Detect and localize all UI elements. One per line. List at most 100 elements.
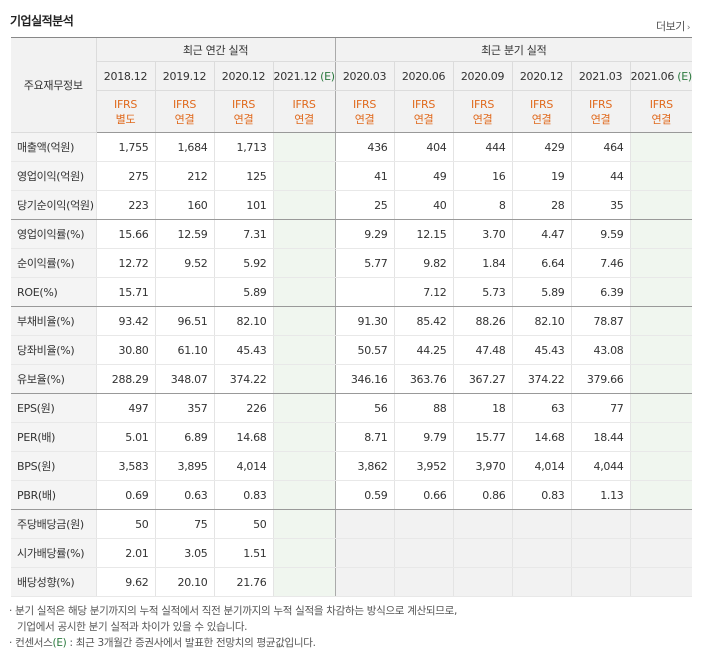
table-cell: 0.69 (95, 480, 155, 510)
table-cell: 497 (95, 393, 155, 423)
period-header: 2018.12 (95, 61, 155, 91)
table-cell: 404 (393, 132, 454, 162)
table-cell: 41 (334, 161, 395, 191)
table-cell: 4,014 (213, 451, 273, 481)
table-cell (570, 509, 631, 539)
table-cell: 12.72 (95, 248, 155, 278)
table-cell: 429 (511, 132, 572, 162)
table-cell (452, 567, 513, 597)
table-row: 순이익률(%) 12.72 9.52 5.92 5.77 9.82 1.84 6.64 7.46 (11, 248, 693, 278)
period-header: 2019.12 (154, 61, 214, 91)
table-cell (334, 277, 395, 307)
table-cell (334, 509, 395, 539)
table-cell (629, 364, 693, 394)
table-cell: 25 (334, 190, 395, 220)
table-cell: 88.26 (452, 306, 513, 336)
table-cell: 12.15 (393, 219, 454, 249)
table-cell: 12.59 (154, 219, 214, 249)
table-cell (272, 393, 336, 423)
table-cell: 5.89 (511, 277, 572, 307)
table-cell (511, 538, 572, 568)
table-cell: 35 (570, 190, 631, 220)
table-cell: 77 (570, 393, 631, 423)
more-label: 더보기 (656, 20, 685, 33)
row-label: 당좌비율(%) (11, 335, 96, 365)
table-row: 유보율(%) 288.29 348.07 374.22 346.16 363.76 367.… (11, 364, 693, 394)
row-label: 시가배당률(%) (11, 538, 96, 568)
table-cell: 56 (334, 393, 395, 423)
table-cell: 8 (452, 190, 513, 220)
table-cell (154, 277, 214, 307)
table-cell: 82.10 (213, 306, 273, 336)
table-cell (511, 567, 572, 597)
table-cell (629, 393, 693, 423)
table-cell (570, 567, 631, 597)
table-cell: 82.10 (511, 306, 572, 336)
table-cell (629, 277, 693, 307)
table-cell: 101 (213, 190, 273, 220)
table-cell (272, 538, 336, 568)
table-cell: 63 (511, 393, 572, 423)
table-cell (629, 538, 693, 568)
table-cell: 9.79 (393, 422, 454, 452)
table-cell: 19 (511, 161, 572, 191)
table-cell: 363.76 (393, 364, 454, 394)
table-cell: 45.43 (213, 335, 273, 365)
more-link[interactable]: 더보기 › (656, 18, 691, 34)
table-cell: 6.39 (570, 277, 631, 307)
table-cell: 367.27 (452, 364, 513, 394)
table-row: PBR(배) 0.69 0.63 0.83 0.59 0.66 0.86 0.83 1.13 (11, 480, 693, 510)
table-cell (272, 277, 336, 307)
table-cell (272, 364, 336, 394)
footnote-2: · 컨센서스(E) : 최근 3개월간 증권사에서 발표한 전망치의 평균값입니… (9, 637, 316, 649)
table-cell (629, 480, 693, 510)
row-label: 순이익률(%) (11, 248, 96, 278)
period-header: 2021.03 (570, 61, 631, 91)
period-header: 2020.12 (511, 61, 572, 91)
table-cell: 288.29 (95, 364, 155, 394)
table-cell (570, 538, 631, 568)
table-cell (629, 509, 693, 539)
basis-header: IFRS 별도 (95, 90, 155, 133)
table-cell: 1.13 (570, 480, 631, 510)
table-cell (393, 509, 454, 539)
table-cell: 18 (452, 393, 513, 423)
table-cell (629, 161, 693, 191)
table-cell (272, 132, 336, 162)
table-cell: 9.59 (570, 219, 631, 249)
footnote-1: · 분기 실적은 해당 분기까지의 누적 실적에서 직전 분기까지의 누적 실적… (9, 605, 458, 617)
table-cell: 3,895 (154, 451, 214, 481)
table-cell: 5.73 (452, 277, 513, 307)
table-cell: 50.57 (334, 335, 395, 365)
table-cell (272, 161, 336, 191)
section-title: 기업실적분석 (10, 14, 74, 28)
table-cell: 0.59 (334, 480, 395, 510)
table-cell: 91.30 (334, 306, 395, 336)
table-cell: 30.80 (95, 335, 155, 365)
table-cell: 7.46 (570, 248, 631, 278)
table-cell: 379.66 (570, 364, 631, 394)
table-cell: 374.22 (511, 364, 572, 394)
table-cell: 9.29 (334, 219, 395, 249)
table-cell (272, 190, 336, 220)
table-cell: 4,044 (570, 451, 631, 481)
table-cell (393, 567, 454, 597)
table-cell: 6.64 (511, 248, 572, 278)
table-cell: 9.82 (393, 248, 454, 278)
table-cell (629, 567, 693, 597)
chevron-right-icon: › (686, 23, 691, 33)
basis-header: IFRS 연결 (511, 90, 572, 133)
table-cell: 5.77 (334, 248, 395, 278)
table-cell: 93.42 (95, 306, 155, 336)
table-row: PER(배) 5.01 6.89 14.68 8.71 9.79 15.77 14.68 18.… (11, 422, 693, 452)
basis-header: IFRS 연결 (452, 90, 513, 133)
table-cell: 44 (570, 161, 631, 191)
row-label: 영업이익률(%) (11, 219, 96, 249)
table-cell: 3.70 (452, 219, 513, 249)
table-cell: 0.66 (393, 480, 454, 510)
table-cell: 5.92 (213, 248, 273, 278)
basis-header-row: IFRS 별도 IFRS 연결 IFRS 연결 IFRS 연결 IFRS 연결 IFRS 연결 IFRS… (11, 90, 693, 133)
table-cell (452, 509, 513, 539)
table-cell (272, 306, 336, 336)
table-cell: 374.22 (213, 364, 273, 394)
